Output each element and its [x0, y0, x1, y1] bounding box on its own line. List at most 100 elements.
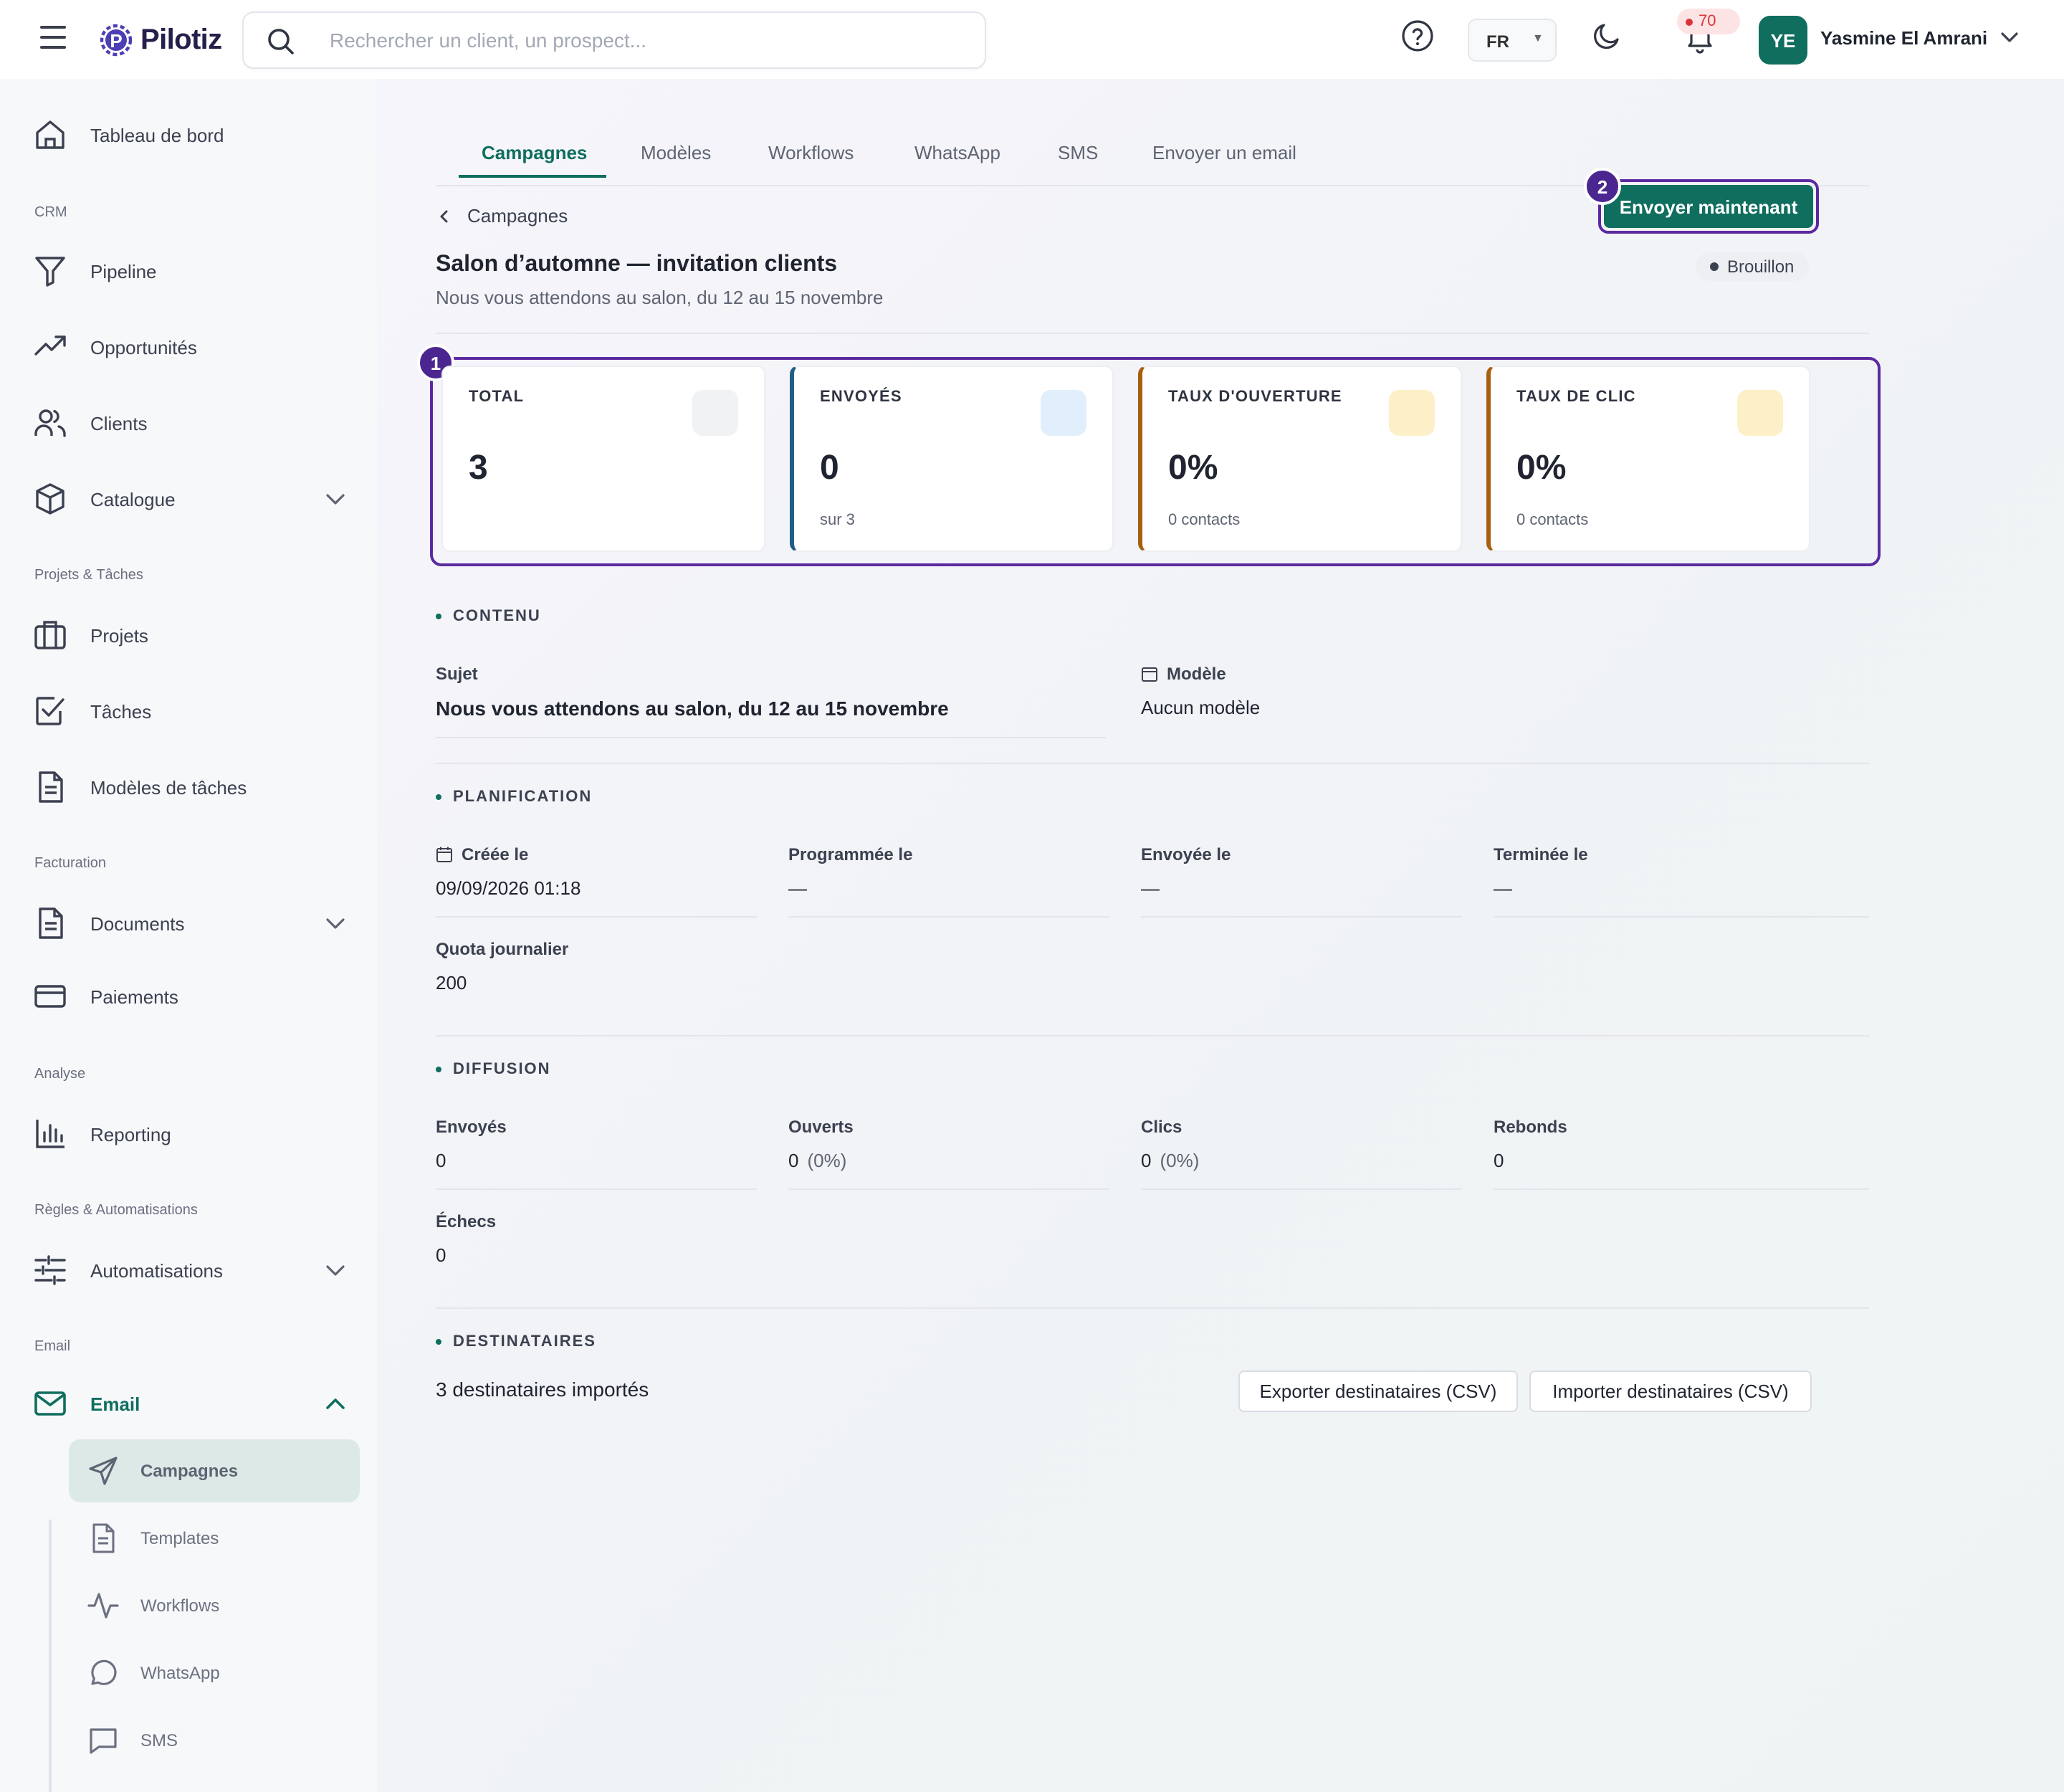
sidebar-subitem-workflows[interactable]: Workflows [69, 1574, 360, 1637]
section-dot [436, 1067, 441, 1072]
sidebar-item-pipeline[interactable]: Pipeline [32, 248, 347, 294]
submenu-guide-line [49, 1520, 52, 1792]
field-scheduled: Programmée le — [788, 844, 1109, 918]
chat-bubble-round-icon [91, 1659, 117, 1685]
sidebar-item-opportunities[interactable]: Opportunités [32, 324, 347, 370]
field-sent-count: Envoyés 0 [436, 1117, 757, 1190]
tab-campagnes[interactable]: Campagnes [482, 142, 588, 163]
field-value-percent: (0%) [1160, 1150, 1200, 1171]
sidebar-item-catalogue[interactable]: Catalogue [32, 476, 347, 522]
sidebar-subitem-whatsapp[interactable]: WhatsApp [69, 1641, 360, 1705]
sidebar-item-clients[interactable]: Clients [32, 400, 347, 446]
stat-value: 0% [1168, 449, 1218, 487]
tab-modeles[interactable]: Modèles [641, 142, 712, 163]
stat-icon-placeholder [692, 390, 738, 436]
stat-icon-placeholder [1737, 390, 1783, 436]
sidebar-section-projects: Projets & Tâches [34, 568, 143, 583]
field-value-count: 0 [1141, 1150, 1152, 1171]
section-title-label: PLANIFICATION [453, 788, 593, 806]
send-now-button[interactable]: Envoyer maintenant [1604, 185, 1813, 228]
import-recipients-button[interactable]: Importer destinataires (CSV) [1529, 1371, 1812, 1412]
sidebar-item-task-templates[interactable]: Modèles de tâches [32, 764, 347, 810]
tab-whatsapp[interactable]: WhatsApp [914, 142, 1000, 163]
stats-highlight [430, 357, 1881, 566]
sidebar-item-reporting[interactable]: Reporting [32, 1111, 347, 1157]
checkbox-icon [36, 697, 64, 725]
stat-sub: sur 3 [820, 512, 855, 529]
field-value: 0 [436, 1244, 446, 1266]
sidebar-item-label: Catalogue [90, 488, 176, 510]
document-icon [39, 907, 63, 939]
field-label: Envoyée le [1141, 844, 1231, 864]
breadcrumb[interactable]: Campagnes [436, 205, 568, 227]
sliders-icon [34, 1255, 66, 1285]
sidebar-subitem-templates[interactable]: Templates [69, 1507, 360, 1570]
sidebar-subitem-campaigns[interactable]: Campagnes [69, 1439, 360, 1502]
sidebar-item-automations[interactable]: Automatisations [32, 1247, 347, 1293]
field-label: Échecs [436, 1211, 497, 1231]
field-label: Terminée le [1494, 844, 1588, 864]
tab-sms[interactable]: SMS [1058, 142, 1099, 163]
breadcrumb-label: Campagnes [467, 205, 568, 227]
help-icon[interactable] [1400, 19, 1435, 53]
sidebar-item-payments[interactable]: Paiements [32, 973, 347, 1019]
field-underline [788, 1188, 1109, 1190]
sidebar-section-email: Email [34, 1339, 71, 1355]
home-icon [36, 120, 64, 149]
sidebar-item-label: Paiements [90, 986, 178, 1007]
sidebar-item-documents[interactable]: Documents [32, 900, 347, 946]
sidebar-item-dashboard[interactable]: Tableau de bord [32, 112, 347, 158]
mail-icon [34, 1391, 66, 1416]
sidebar-section-billing: Facturation [34, 856, 107, 872]
stat-label: TAUX D'OUVERTURE [1168, 389, 1342, 406]
user-name[interactable]: Yasmine El Amrani [1820, 27, 1988, 49]
sidebar-subitem-label: SMS [140, 1730, 178, 1750]
language-select[interactable]: FR ▼ [1468, 19, 1557, 62]
notifications-count-badge[interactable]: 70 [1677, 9, 1740, 34]
dark-mode-moon-icon[interactable] [1591, 20, 1623, 52]
calendar-icon [436, 847, 452, 862]
sidebar-item-email[interactable]: Email [32, 1381, 347, 1426]
user-avatar[interactable]: YE [1759, 16, 1807, 65]
field-label: Rebonds [1494, 1117, 1567, 1137]
global-search[interactable] [242, 11, 986, 69]
chevron-down-icon[interactable] [324, 1259, 347, 1282]
logo-icon: P [95, 19, 138, 62]
activity-pulse-icon [87, 1593, 119, 1619]
hamburger-menu-icon[interactable] [37, 22, 69, 53]
sidebar-item-projects[interactable]: Projets [32, 612, 347, 658]
tab-envoyer-email[interactable]: Envoyer un email [1152, 142, 1296, 163]
status-dot [1710, 262, 1719, 271]
sidebar-item-label: Automatisations [90, 1259, 223, 1281]
document-icon [92, 1523, 115, 1553]
stat-value: 0 [820, 449, 839, 487]
stat-icon-placeholder [1389, 390, 1435, 436]
field-value-count: 0 [788, 1150, 799, 1171]
logo-text: Pilotiz [140, 24, 222, 55]
sidebar-section-analysis: Analyse [34, 1067, 86, 1082]
calendar-icon [1142, 667, 1157, 682]
tab-workflows[interactable]: Workflows [768, 142, 854, 163]
sidebar-subitem-sms[interactable]: SMS [69, 1709, 360, 1772]
chevron-down-icon[interactable] [324, 912, 347, 935]
search-input[interactable] [327, 13, 963, 67]
section-title-planification: PLANIFICATION [436, 788, 592, 806]
status-badge: Brouillon [1696, 252, 1809, 281]
chevron-left-icon [440, 209, 448, 222]
chevron-up-icon[interactable] [324, 1392, 347, 1415]
field-label: Clics [1141, 1117, 1182, 1137]
field-value: 09/09/2026 01:18 [436, 877, 581, 899]
chevron-down-icon[interactable] [324, 487, 347, 510]
active-tab-indicator [459, 175, 606, 178]
section-title-label: DIFFUSION [453, 1061, 551, 1078]
sidebar-item-tasks[interactable]: Tâches [32, 688, 347, 734]
credit-card-icon [34, 985, 66, 1008]
export-recipients-button[interactable]: Exporter destinataires (CSV) [1238, 1371, 1518, 1412]
section-title-contenu: CONTENU [436, 608, 541, 625]
field-daily-quota: Quota journalier 200 [436, 939, 757, 993]
bar-chart-icon [36, 1120, 64, 1148]
user-menu-chevron-down-icon[interactable] [1998, 26, 2021, 49]
app-logo[interactable]: P Pilotiz [95, 19, 222, 62]
sidebar-subitem-label: Campagnes [140, 1461, 239, 1481]
top-bar: P Pilotiz FR ▼ 70 YE Yasmine El Amrani [0, 0, 2064, 80]
